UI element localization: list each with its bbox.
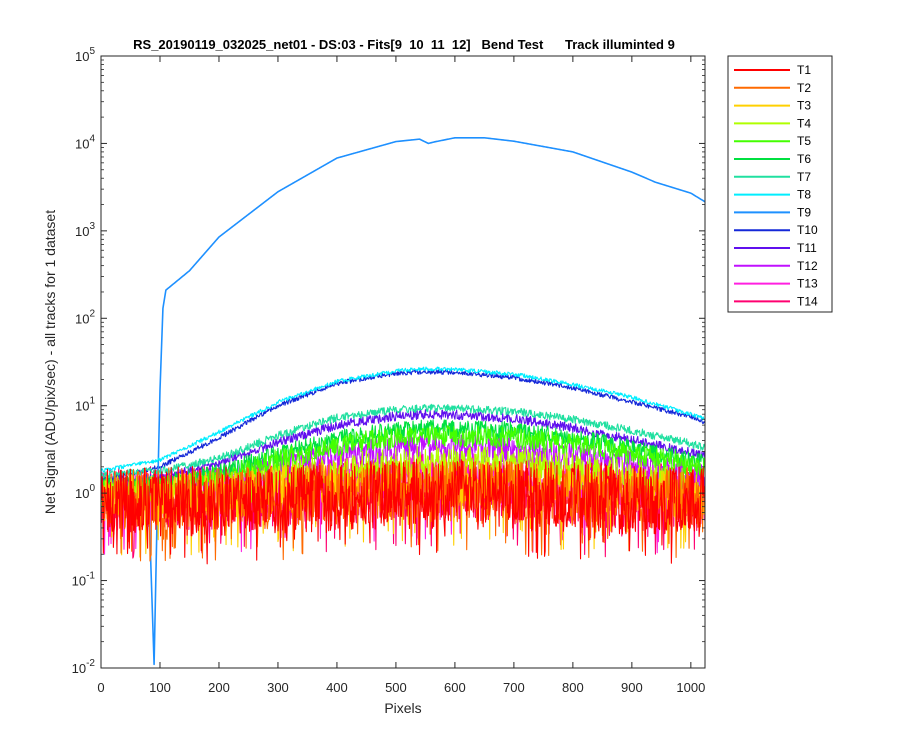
y-tick-label-base: 10 bbox=[75, 399, 89, 414]
series-line-t11 bbox=[101, 409, 705, 489]
legend-label: T4 bbox=[797, 116, 811, 130]
y-tick-label-base: 10 bbox=[75, 486, 89, 501]
x-tick-label: 1000 bbox=[676, 680, 705, 695]
legend-label: T10 bbox=[797, 223, 818, 237]
y-tick-label: 105 bbox=[75, 46, 95, 64]
legend-label: T6 bbox=[797, 152, 811, 166]
y-tick-label: 102 bbox=[75, 308, 95, 326]
y-tick-label-base: 10 bbox=[75, 49, 89, 64]
legend-label: T9 bbox=[797, 205, 811, 219]
y-tick-label-base: 10 bbox=[75, 311, 89, 326]
y-tick-label-base: 10 bbox=[75, 136, 89, 151]
series-layer bbox=[101, 136, 705, 666]
legend-label: T11 bbox=[797, 241, 817, 255]
x-tick-label: 300 bbox=[267, 680, 289, 695]
legend-label: T8 bbox=[797, 188, 811, 202]
y-tick-label: 103 bbox=[75, 221, 95, 239]
y-tick-label-exponent: 5 bbox=[89, 46, 95, 57]
x-axis-label: Pixels bbox=[384, 700, 421, 716]
y-tick-label-exponent: -1 bbox=[86, 571, 95, 582]
series-line-t9 bbox=[101, 136, 705, 666]
legend-label: T5 bbox=[797, 134, 811, 148]
legend-label: T3 bbox=[797, 99, 811, 113]
x-tick-label: 100 bbox=[149, 680, 171, 695]
x-tick-label: 500 bbox=[385, 680, 407, 695]
chart-title: RS_20190119_032025_net01 - DS:03 - Fits[… bbox=[133, 37, 675, 52]
x-tick-label: 400 bbox=[326, 680, 348, 695]
x-tick-label: 600 bbox=[444, 680, 466, 695]
series-line-t12 bbox=[101, 432, 705, 503]
legend: T1 T2 T3 T4 T5 T6 T7 T8 T9 T10 T11 T12 T13 T14 bbox=[727, 55, 833, 313]
y-tick-label-exponent: 4 bbox=[89, 133, 95, 144]
series-line-t10 bbox=[101, 369, 705, 482]
legend-label: T2 bbox=[797, 81, 811, 95]
legend-label: T14 bbox=[797, 294, 818, 308]
plot-area bbox=[101, 56, 705, 668]
axis-ticks: 0 100 200 300 400 500 600 700 800 900 100010-210-1… bbox=[72, 46, 706, 695]
y-tick-label-exponent: 3 bbox=[89, 221, 95, 232]
y-tick-label-exponent: 2 bbox=[89, 308, 95, 319]
y-tick-label: 100 bbox=[75, 483, 95, 501]
plot-frame bbox=[100, 55, 706, 669]
legend-label: T13 bbox=[797, 277, 818, 291]
x-tick-label: 200 bbox=[208, 680, 230, 695]
x-tick-label: 900 bbox=[621, 680, 643, 695]
y-tick-label-exponent: -2 bbox=[86, 658, 95, 669]
x-tick-label: 800 bbox=[562, 680, 584, 695]
y-tick-label: 104 bbox=[75, 133, 95, 151]
legend-label: T1 bbox=[797, 63, 811, 77]
series-line-t7 bbox=[101, 403, 705, 480]
y-tick-label-base: 10 bbox=[72, 574, 86, 589]
x-tick-label: 700 bbox=[503, 680, 525, 695]
y-tick-label-base: 10 bbox=[72, 661, 86, 676]
x-tick-label: 0 bbox=[97, 680, 104, 695]
y-axis-label: Net Signal (ADU/pix/sec) - all tracks fo… bbox=[42, 210, 58, 514]
legend-label: T7 bbox=[797, 170, 811, 184]
legend-box bbox=[727, 55, 833, 313]
legend-label: T12 bbox=[797, 259, 818, 273]
series-line-t1 bbox=[101, 459, 705, 565]
y-tick-label-exponent: 1 bbox=[89, 396, 95, 407]
y-tick-label-base: 10 bbox=[75, 224, 89, 239]
y-tick-label: 101 bbox=[75, 396, 95, 414]
y-tick-label: 10-1 bbox=[72, 571, 96, 589]
y-tick-label-exponent: 0 bbox=[89, 483, 95, 494]
series-line-t8 bbox=[101, 366, 705, 473]
y-tick-label: 10-2 bbox=[72, 658, 96, 676]
